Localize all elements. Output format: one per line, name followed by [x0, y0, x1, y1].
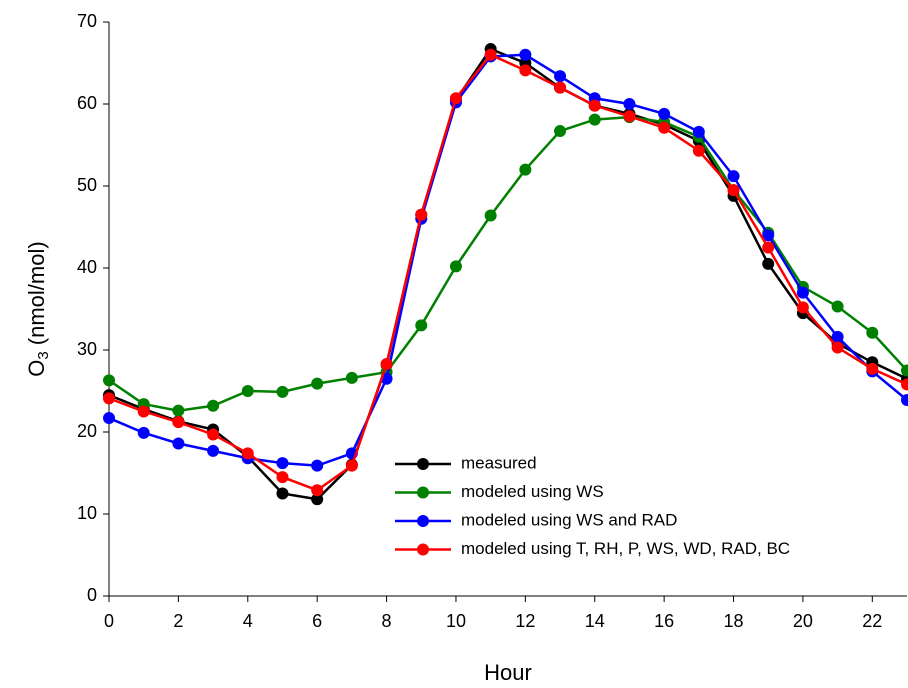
data-point	[241, 385, 254, 397]
data-point	[276, 457, 289, 470]
data-point	[692, 144, 705, 157]
data-point	[762, 229, 775, 242]
x-tick-label: 4	[243, 611, 253, 631]
x-tick-label: 20	[793, 611, 813, 631]
y-tick-label: 60	[77, 93, 97, 113]
data-point	[311, 493, 324, 506]
data-point	[103, 392, 115, 405]
data-point	[623, 110, 636, 123]
y-tick-label: 20	[77, 421, 97, 441]
data-point	[207, 428, 220, 441]
data-point	[901, 364, 908, 377]
data-point	[207, 444, 220, 457]
y-tick-label: 10	[77, 503, 97, 523]
data-point	[241, 447, 254, 460]
data-point	[449, 92, 462, 105]
data-point	[519, 163, 532, 176]
x-tick-label: 22	[862, 611, 882, 631]
data-point	[658, 121, 671, 134]
data-point	[311, 484, 324, 497]
x-tick-label: 18	[724, 611, 744, 631]
data-point	[380, 357, 393, 370]
x-tick-label: 10	[446, 611, 466, 631]
legend-label: modeled using WS and RAD	[461, 510, 677, 529]
data-point	[103, 374, 115, 387]
data-point	[623, 98, 636, 110]
data-point	[727, 170, 740, 183]
data-point	[692, 125, 705, 138]
data-point	[519, 48, 532, 61]
data-point	[276, 385, 289, 398]
data-point	[207, 399, 220, 412]
y-tick-label: 50	[77, 175, 97, 195]
y-tick-label: 0	[87, 585, 97, 605]
series-line	[108, 53, 908, 492]
data-point	[901, 378, 908, 391]
data-point	[137, 426, 150, 439]
x-tick-label: 0	[104, 611, 114, 631]
data-point	[276, 487, 289, 500]
y-label-sub: 3	[35, 351, 52, 359]
data-point	[554, 125, 567, 138]
data-point	[484, 209, 497, 222]
legend-marker	[417, 458, 429, 470]
legend-label: modeled using T, RH, P, WS, WD, RAD, BC	[461, 539, 790, 558]
data-point	[762, 257, 775, 270]
x-axis-label: Hour	[484, 660, 532, 685]
data-point	[103, 412, 115, 425]
data-point	[588, 113, 601, 126]
data-point	[831, 330, 844, 343]
series-line	[108, 115, 908, 412]
y-tick-label: 40	[77, 257, 97, 277]
y-tick-label: 70	[77, 11, 97, 31]
legend-label: modeled using WS	[461, 482, 604, 501]
legend-label: measured	[461, 453, 537, 472]
series-line	[108, 47, 908, 501]
data-point	[554, 81, 567, 94]
data-point	[172, 416, 185, 429]
data-point	[588, 99, 601, 112]
data-point	[831, 300, 844, 313]
legend-marker	[417, 486, 429, 499]
data-point	[415, 208, 428, 221]
data-point	[519, 64, 532, 77]
data-point	[796, 301, 809, 314]
data-point	[554, 70, 567, 83]
x-tick-label: 2	[173, 611, 183, 631]
x-tick-label: 14	[585, 611, 605, 631]
data-point	[137, 405, 150, 418]
data-point	[311, 459, 324, 472]
data-point	[415, 319, 428, 332]
data-point	[345, 459, 358, 472]
data-point	[727, 184, 740, 197]
x-tick-label: 16	[654, 611, 674, 631]
data-point	[866, 362, 879, 375]
x-tick-label: 8	[382, 611, 392, 631]
x-tick-label: 12	[515, 611, 535, 631]
data-point	[866, 326, 879, 339]
legend-marker	[417, 543, 429, 556]
data-point	[172, 437, 185, 450]
data-point	[345, 371, 358, 384]
y-axis-label: O3 (nmol/mol)	[24, 241, 52, 376]
data-point	[276, 471, 289, 484]
y-tick-label: 30	[77, 339, 97, 359]
data-point	[449, 260, 462, 273]
data-point	[831, 341, 844, 354]
data-point	[311, 377, 324, 390]
data-point	[796, 286, 809, 299]
data-point	[484, 48, 497, 61]
data-point	[172, 404, 185, 417]
data-point	[658, 107, 671, 120]
y-label-rest: (nmol/mol)	[24, 241, 49, 345]
legend-marker	[417, 515, 429, 527]
data-point	[762, 241, 775, 254]
y-label-main: O	[24, 360, 49, 377]
data-point	[901, 394, 908, 407]
x-tick-label: 6	[312, 611, 322, 631]
